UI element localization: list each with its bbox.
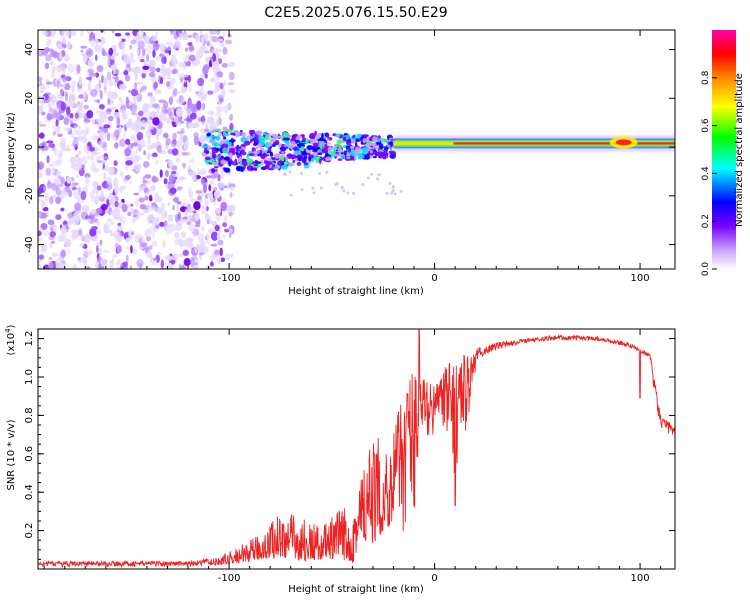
colorbar-label: Normalized spectral amplitude [734, 73, 745, 227]
scale-base: (x10 [6, 333, 17, 356]
spectrogram-image [38, 30, 675, 269]
snr-ylabel: SNR (10 * v/v) [6, 419, 17, 490]
colorbar-ticks: 0.0 0.2 0.4 0.6 0.8 [701, 70, 717, 276]
broadband-onset [201, 128, 403, 197]
spectrogram-ticks: -100 0 100 -40 -20 0 20 40 [24, 30, 675, 284]
x-tick-label: 0 [431, 573, 437, 584]
snr-ticks: -100 0 100 0.2 0.4 0.6 0.8 1.0 1.2 [24, 329, 675, 584]
x-tick-label: -100 [218, 573, 241, 584]
colorbar-gradient [712, 30, 736, 269]
y-tick-label: 1.0 [24, 369, 35, 385]
y-tick-label: 0.4 [24, 484, 35, 500]
spectrogram-xlabel: Height of straight line (km) [288, 286, 424, 297]
x-tick-label: 100 [631, 273, 650, 284]
y-tick-label: -20 [24, 188, 35, 204]
colorbar: 0.0 0.2 0.4 0.6 0.8 Normalized spectral ampl… [701, 30, 745, 276]
colorbar-tick-label: 0.8 [701, 70, 711, 85]
y-tick-label: 1.2 [24, 331, 35, 347]
svg-text:(x104): (x104) [4, 324, 17, 355]
y-tick-label: 20 [24, 92, 35, 105]
y-tick-label: 0.8 [24, 407, 35, 423]
spectrogram-ylabel: Frequency (Hz) [6, 112, 17, 188]
snr-series [38, 329, 675, 569]
y-tick-label: 40 [24, 43, 35, 56]
noise-speckle [38, 30, 236, 269]
y-tick-label: 0.6 [24, 446, 35, 462]
snr-line [38, 329, 675, 569]
x-tick-label: -100 [218, 273, 241, 284]
snr-panel: -100 0 100 0.2 0.4 0.6 0.8 1.0 1.2 Height of str… [4, 324, 676, 595]
page-title: C2E5.2025.076.15.50.E29 [264, 5, 447, 21]
colorbar-tick-label: 0.2 [701, 214, 711, 228]
spectrogram-panel: -100 0 100 -40 -20 0 20 40 Height of straight l… [6, 29, 676, 297]
x-tick-label: 100 [631, 573, 650, 584]
snr-xlabel: Height of straight line (km) [288, 584, 424, 595]
snr-scale-label: (x104) [4, 324, 17, 355]
colorbar-tick-label: 0.6 [701, 118, 711, 133]
tonal-line [393, 135, 675, 152]
colorbar-tick-label: 0.4 [701, 166, 711, 181]
snr-frame [37, 328, 676, 570]
x-tick-label: 0 [431, 273, 437, 284]
spectrogram-frame [37, 29, 676, 270]
scale-exponent: 4 [4, 328, 12, 333]
y-tick-label: 0 [24, 144, 35, 150]
y-tick-label: -40 [24, 236, 35, 252]
y-tick-label: 0.2 [24, 523, 35, 539]
colorbar-tick-label: 0.0 [701, 262, 711, 277]
